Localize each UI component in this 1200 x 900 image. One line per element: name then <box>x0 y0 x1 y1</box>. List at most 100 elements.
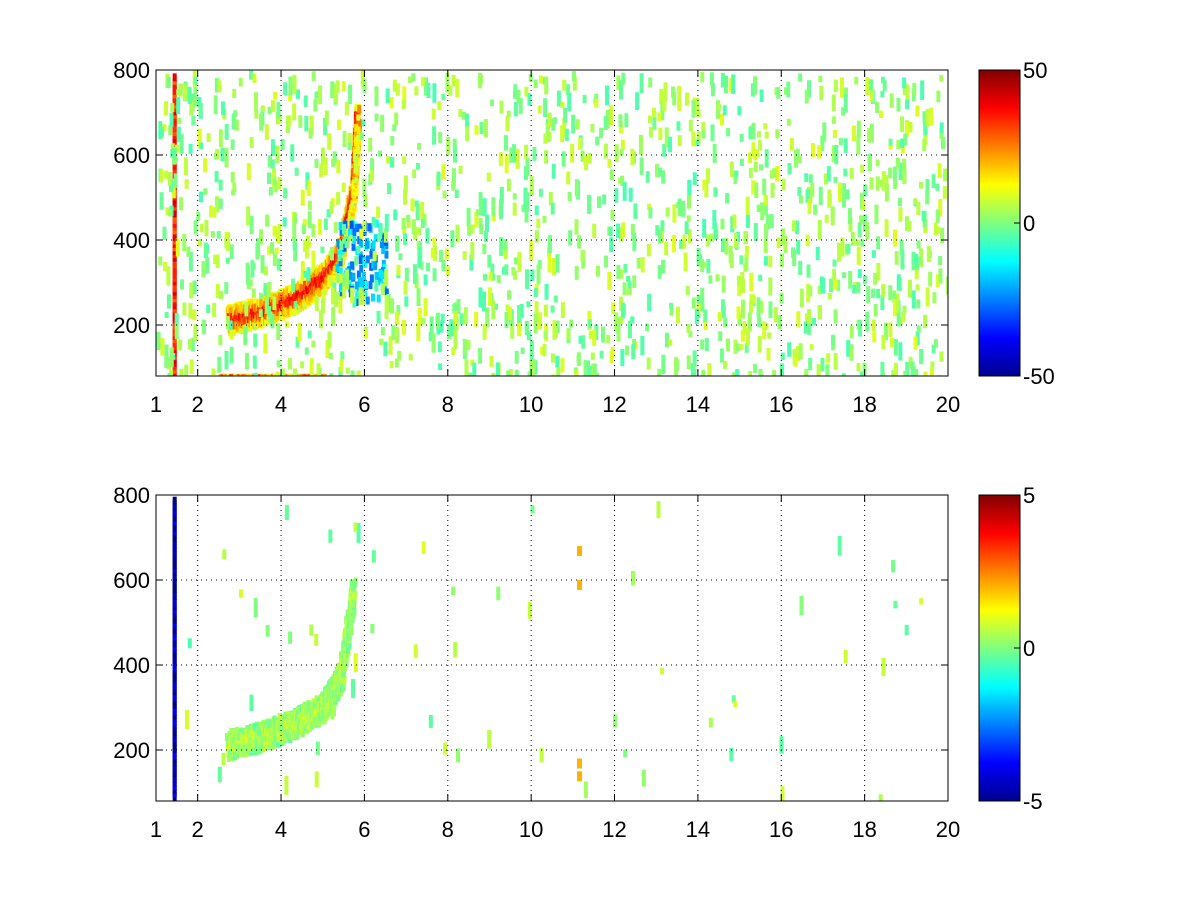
heatmap-cell <box>755 149 760 158</box>
heatmap-cell <box>190 338 195 352</box>
heatmap-cell <box>603 115 608 131</box>
heatmap-cell <box>647 293 652 312</box>
heatmap-cell <box>812 317 817 326</box>
heatmap-cell <box>226 373 231 376</box>
heatmap-cell <box>880 76 885 84</box>
heatmap-cell <box>301 373 306 376</box>
heatmap-cell <box>428 331 433 342</box>
heatmap-cell <box>710 124 715 142</box>
heatmap-cell <box>539 75 544 84</box>
grid <box>156 70 948 376</box>
heatmap-cell <box>217 80 222 93</box>
heatmap-cell <box>203 188 208 195</box>
heatmap-cell <box>298 304 303 313</box>
heatmap-cell <box>252 73 257 83</box>
heatmap-cell <box>299 373 304 376</box>
heatmap-cell <box>872 331 877 343</box>
heatmap-cell <box>341 81 346 92</box>
heatmap-cell <box>871 288 876 298</box>
heatmap-cell <box>931 344 936 354</box>
heatmap-cell <box>183 157 188 176</box>
heatmap-cell <box>528 74 533 82</box>
heatmap-cell <box>387 183 392 194</box>
heatmap-cell <box>214 170 219 183</box>
heatmap-cell <box>320 692 325 701</box>
heatmap-cell <box>753 161 758 173</box>
heatmap-cell <box>575 119 580 129</box>
heatmap-cell <box>935 274 940 288</box>
heatmap-cell <box>632 339 637 350</box>
heatmap-cell <box>792 348 797 365</box>
heatmap-cell <box>515 148 520 169</box>
heatmap-cell <box>249 70 254 80</box>
heatmap-cell <box>621 222 626 238</box>
heatmap-cell <box>722 105 727 116</box>
heatmap-cell <box>233 110 238 118</box>
x-tick-label: 20 <box>936 392 960 417</box>
heatmap-cell <box>743 231 748 244</box>
heatmap-cell <box>583 360 588 376</box>
heatmap-cell <box>696 247 701 266</box>
heatmap-cell <box>403 233 408 245</box>
heatmap-cell <box>272 177 277 186</box>
heatmap-cell <box>879 179 884 188</box>
heatmap-cell <box>898 207 903 222</box>
heatmap-cell <box>657 265 662 279</box>
heatmap-cell <box>176 89 181 96</box>
heatmap-cell <box>815 246 820 261</box>
heatmap-cell <box>292 221 297 241</box>
heatmap-cell <box>468 372 473 376</box>
heatmap-cell <box>156 331 161 351</box>
heatmap-cell <box>273 184 278 193</box>
heatmap-cell <box>358 256 363 265</box>
heatmap-cell <box>351 179 356 188</box>
heatmap-cell <box>354 224 359 233</box>
heatmap-cell <box>463 307 468 325</box>
heatmap-cell <box>339 282 344 291</box>
heatmap-cell <box>646 357 651 370</box>
heatmap-cell <box>332 282 337 292</box>
heatmap-cell <box>167 172 172 186</box>
heatmap-cell <box>611 302 616 314</box>
heatmap-cell <box>846 243 851 254</box>
heatmap-cell <box>303 373 308 376</box>
heatmap-cell <box>687 179 692 200</box>
heatmap-cell <box>914 253 919 265</box>
heatmap-cell <box>228 373 233 376</box>
heatmap-cell <box>658 127 663 141</box>
heatmap-cell <box>776 237 781 249</box>
heatmap-cell <box>883 322 888 341</box>
heatmap-cell <box>432 237 437 247</box>
heatmap-cell <box>798 343 803 360</box>
heatmap-cell <box>865 311 870 332</box>
heatmap-cell <box>438 363 443 371</box>
heatmap-cell <box>358 239 363 248</box>
heatmap-cell <box>686 215 691 222</box>
heatmap-cell <box>860 371 865 376</box>
heatmap-cell <box>306 373 311 376</box>
heatmap-cell <box>892 229 897 247</box>
heatmap-cell <box>373 234 378 243</box>
heatmap-cell <box>733 232 738 249</box>
heatmap-cell <box>725 192 730 204</box>
heatmap-cell <box>389 360 394 369</box>
heatmap-cell <box>465 124 470 142</box>
heatmap-cell <box>290 144 295 162</box>
heatmap-cell <box>662 91 667 112</box>
heatmap-cell <box>592 363 597 374</box>
heatmap-cell <box>752 363 757 374</box>
heatmap-cell <box>341 182 346 193</box>
heatmap-cell <box>352 236 357 245</box>
heatmap-cell <box>282 724 287 733</box>
heatmap-cell <box>451 180 456 191</box>
heatmap-cell <box>203 158 208 173</box>
heatmap-cell <box>331 306 336 326</box>
heatmap-cell <box>314 289 319 298</box>
heatmap-cell <box>294 731 299 740</box>
heatmap-cell <box>856 246 861 265</box>
heatmap-cell <box>306 706 311 715</box>
heatmap-cell <box>173 173 178 188</box>
heatmap-cell <box>408 353 413 361</box>
heatmap-cell <box>526 301 531 308</box>
heatmap-cell <box>702 261 707 269</box>
